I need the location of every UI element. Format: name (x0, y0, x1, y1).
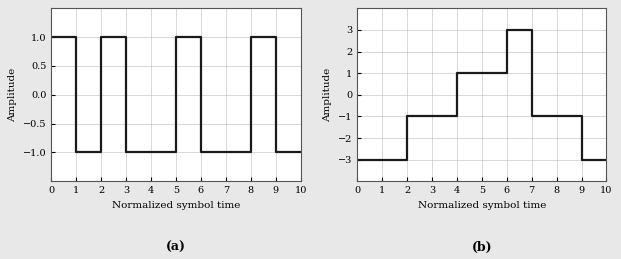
Y-axis label: Amplitude: Amplitude (324, 68, 332, 122)
X-axis label: Normalized symbol time: Normalized symbol time (418, 201, 546, 210)
Text: (a): (a) (166, 241, 186, 254)
Y-axis label: Amplitude: Amplitude (8, 68, 17, 122)
X-axis label: Normalized symbol time: Normalized symbol time (112, 201, 240, 210)
Text: (b): (b) (471, 241, 492, 254)
